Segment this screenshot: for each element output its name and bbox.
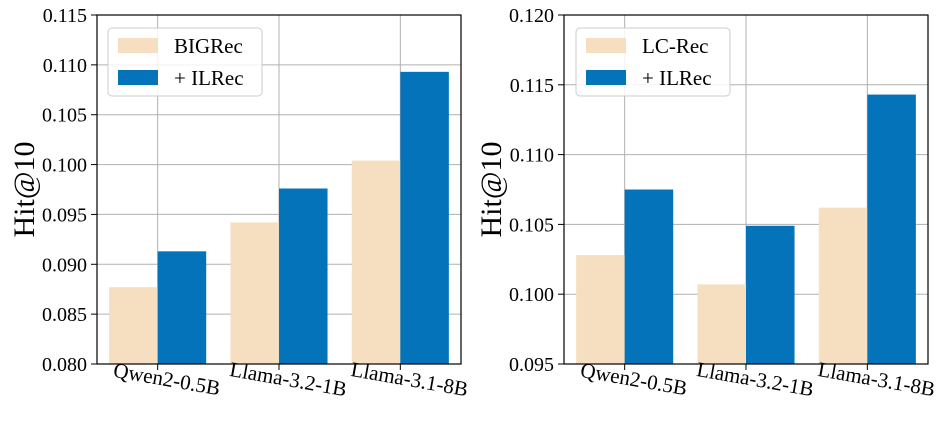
- left-plot-frame: [96, 14, 462, 365]
- right-bar-baseline-1: [576, 255, 625, 364]
- left-y-tick-label: 0.110: [43, 55, 87, 77]
- right-y-tick-label: 0.120: [509, 5, 554, 27]
- left-y-tick-label: 0.115: [43, 5, 87, 27]
- left-legend-swatch-ilrec: [118, 70, 158, 85]
- right-plot-frame: [563, 14, 929, 365]
- left-chart: 0.080 0.085 0.090 0.095 0.100 0.105 0.110 0.115…: [8, 5, 470, 401]
- right-y-tick-label: 0.105: [509, 214, 554, 236]
- left-y-tick-label: 0.090: [42, 254, 87, 276]
- right-legend-swatch-ilrec: [586, 70, 626, 85]
- left-bars: [109, 71, 449, 364]
- left-bar-ilrec-1: [157, 251, 207, 364]
- left-bar-baseline-3: [351, 160, 401, 364]
- left-y-axis-label: Hit@10: [8, 142, 41, 238]
- left-bar-baseline-1: [109, 287, 158, 364]
- left-bar-ilrec-3: [400, 71, 449, 364]
- left-bar-ilrec-2: [279, 188, 328, 364]
- right-legend-swatch-baseline: [586, 38, 626, 53]
- right-y-tick-label: 0.100: [509, 284, 554, 306]
- left-y-tick-label: 0.095: [42, 204, 87, 226]
- left-y-tick-label: 0.080: [42, 354, 87, 376]
- left-bar-baseline-2: [230, 222, 279, 364]
- left-legend-swatch-baseline: [118, 38, 158, 53]
- right-y-tick-label: 0.095: [509, 354, 554, 376]
- right-bar-ilrec-1: [624, 189, 674, 364]
- left-y-ticks: 0.080 0.085 0.090 0.095 0.100 0.105 0.110 0.115: [42, 5, 97, 376]
- right-y-axis-label: Hit@10: [475, 142, 508, 238]
- right-y-tick-label: 0.115: [510, 75, 554, 97]
- left-y-tick-label: 0.100: [42, 155, 87, 177]
- right-bar-ilrec-2: [746, 225, 795, 364]
- left-legend-label-baseline: BIGRec: [174, 34, 243, 58]
- right-legend: LC-Rec + ILRec: [575, 27, 731, 97]
- right-bar-ilrec-3: [867, 94, 916, 365]
- right-bar-baseline-3: [818, 207, 868, 364]
- left-y-tick-label: 0.085: [42, 304, 87, 326]
- left-y-tick-label: 0.105: [42, 105, 87, 127]
- right-legend-label-ilrec: + ILRec: [642, 66, 712, 90]
- right-y-tick-label: 0.110: [510, 145, 554, 167]
- left-legend-label-ilrec: + ILRec: [174, 66, 244, 90]
- right-legend-label-baseline: LC-Rec: [642, 34, 708, 58]
- right-y-ticks: 0.095 0.100 0.105 0.110 0.115 0.120: [509, 5, 564, 376]
- right-bars: [576, 94, 916, 365]
- left-legend: BIGRec + ILRec: [107, 27, 263, 97]
- right-bar-baseline-2: [697, 284, 746, 364]
